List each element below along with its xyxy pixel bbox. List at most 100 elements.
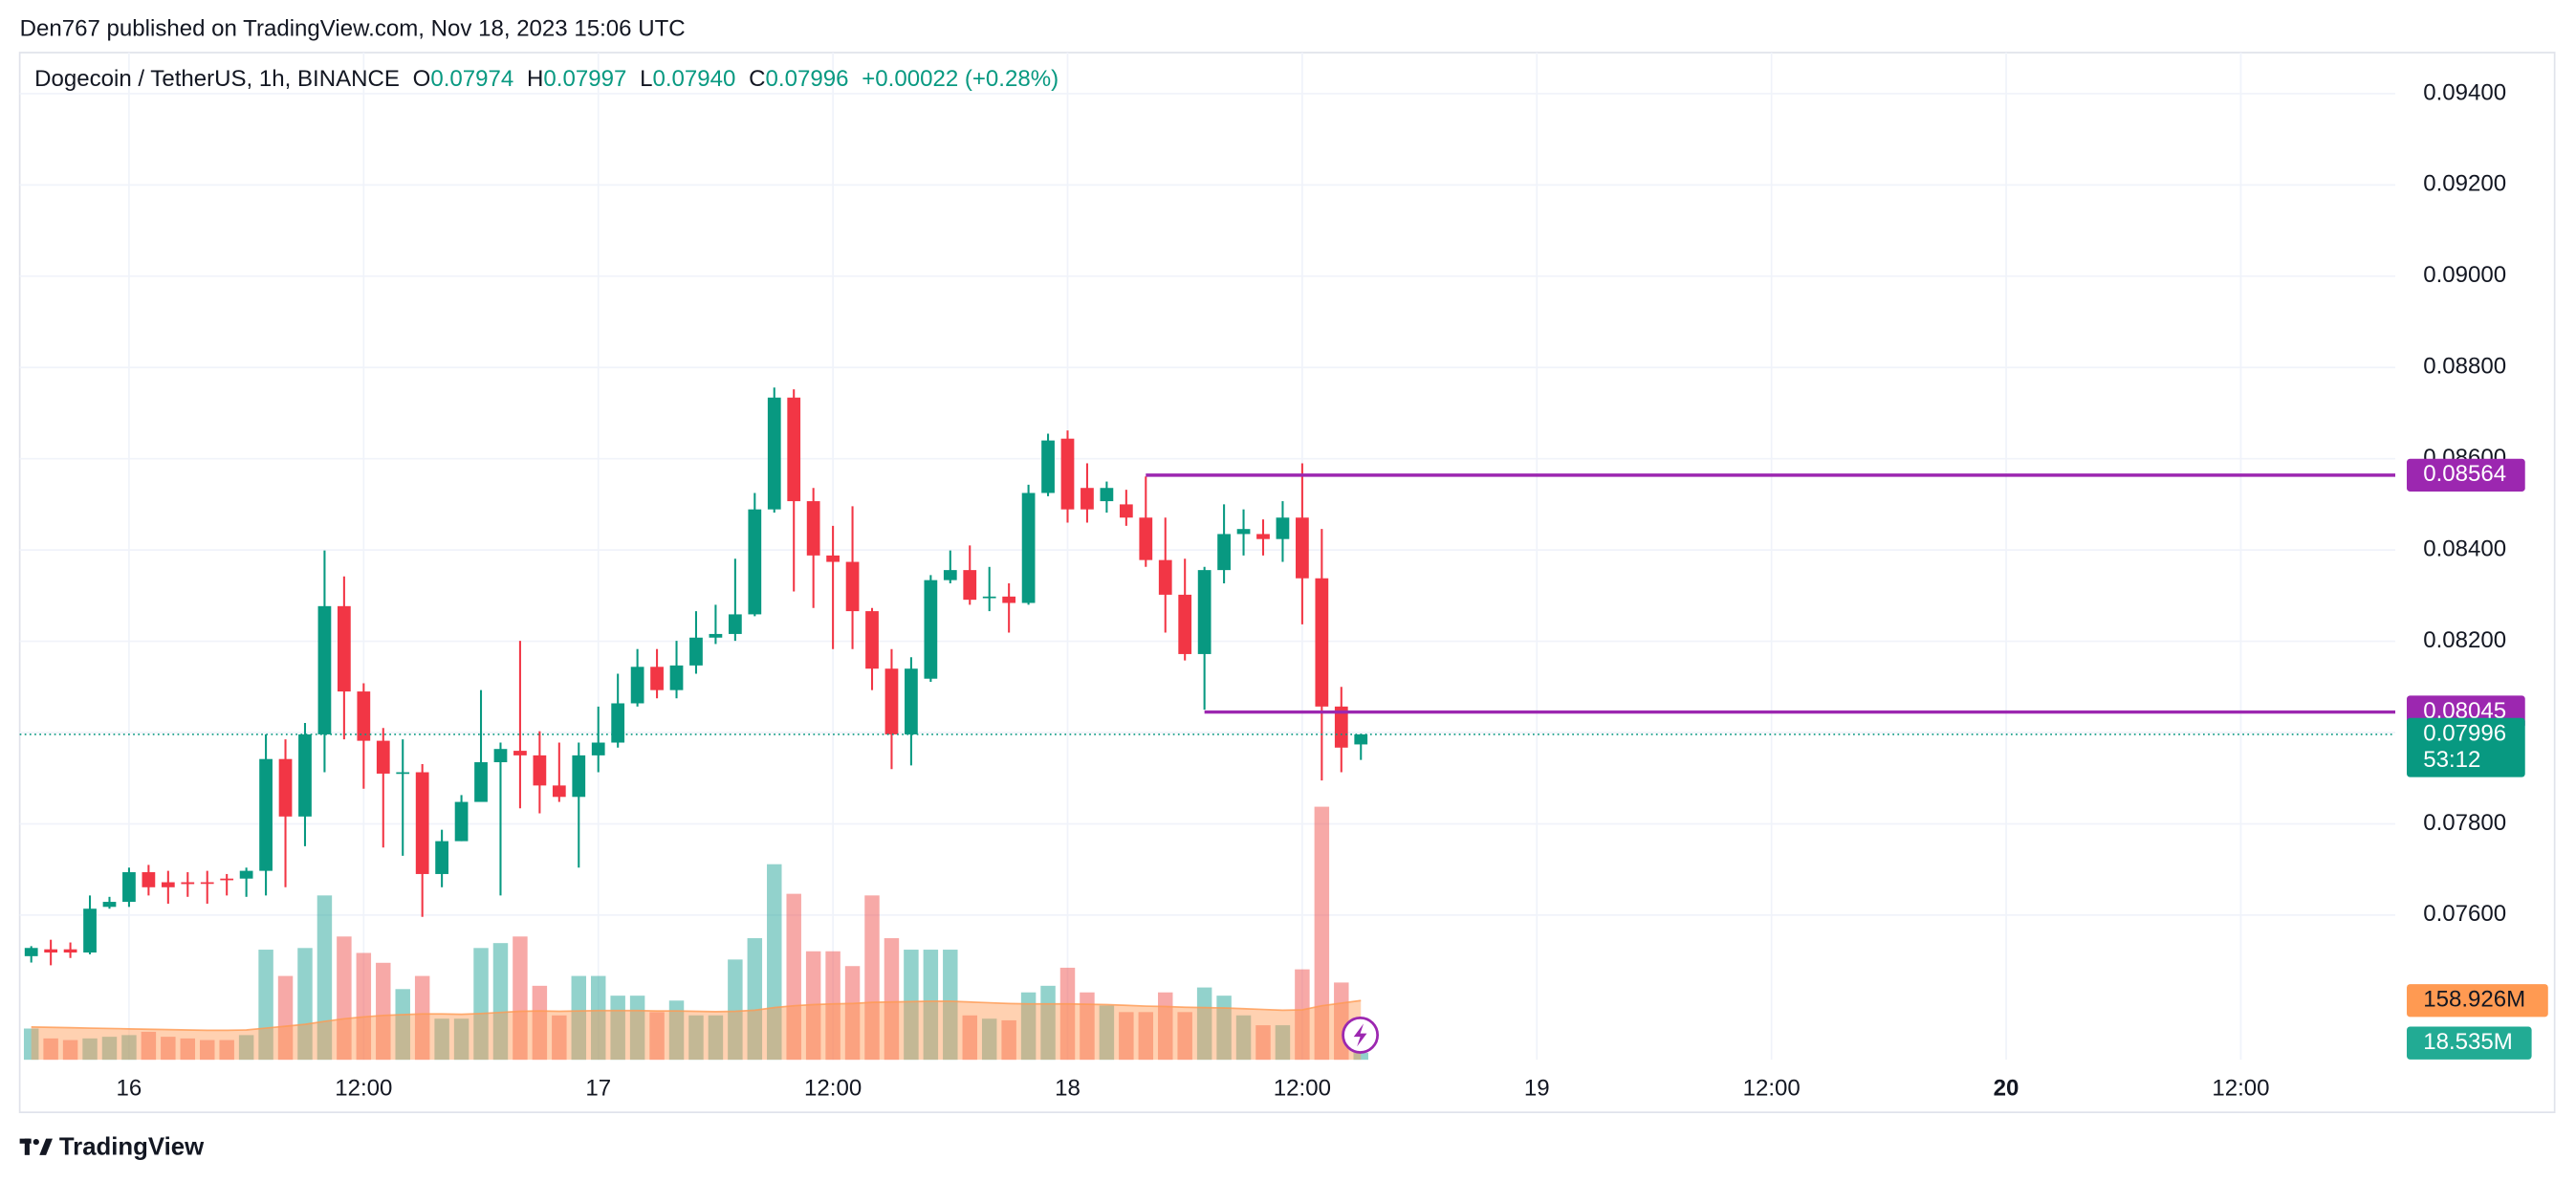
lightning-icon [1342, 1016, 1380, 1054]
logo-part [24, 1138, 30, 1155]
volume-bar [23, 1028, 39, 1061]
volume-bar [376, 962, 391, 1061]
candle-body [865, 611, 879, 669]
volume-bar [141, 1031, 157, 1061]
volume-bar [629, 996, 645, 1061]
volume-bar [708, 1015, 724, 1061]
candle-body [884, 668, 899, 734]
candle-body [24, 948, 38, 956]
candle-body [1100, 488, 1114, 502]
volume-bar [747, 938, 763, 1061]
candle-body [982, 596, 996, 599]
candle-body [1119, 504, 1133, 518]
volume-ma-line [31, 999, 1362, 1032]
candle-body [200, 882, 214, 885]
volume-label: 18.535M [2423, 1029, 2513, 1055]
y-tick-label: 0.07600 [2423, 901, 2506, 927]
candle-body [1139, 517, 1153, 560]
legend-value: 0.07996 [766, 67, 849, 93]
candle-body [259, 758, 273, 871]
volume-bar [688, 1015, 704, 1061]
candle-body [1354, 733, 1368, 745]
volume-bar [1119, 1012, 1134, 1061]
volume-bar [434, 1018, 449, 1061]
volume-bar [1314, 806, 1330, 1061]
candle-body [591, 742, 605, 755]
x-tick-label: 20 [1994, 1075, 2019, 1101]
volume-bar [277, 975, 294, 1061]
y-tick-label: 0.09200 [2423, 171, 2506, 197]
candle-layer [24, 387, 1368, 966]
volume-bar [1275, 1025, 1291, 1061]
volume-bar [473, 948, 489, 1061]
legend-value: 0.07940 [652, 67, 735, 93]
candle-body [1256, 534, 1270, 539]
volume-bar [1196, 987, 1212, 1061]
legend-title: Dogecoin / TetherUS, 1h, BINANCE [34, 67, 400, 93]
volume-bar [1177, 1012, 1192, 1061]
level-badge [2407, 458, 2525, 492]
candle-body [1041, 440, 1055, 493]
attribution: Den767 published on TradingView.com, Nov… [20, 15, 686, 41]
volume-bar [1235, 1015, 1252, 1061]
volume-bar [668, 1000, 685, 1061]
x-tick-label: 12:00 [1743, 1075, 1801, 1101]
legend-value: 0.07997 [543, 67, 626, 93]
volume-bar [884, 938, 900, 1061]
candle-body [905, 668, 918, 734]
volume-bar [1255, 1025, 1271, 1061]
candle-body [474, 762, 488, 802]
volume-bar [180, 1038, 196, 1061]
legend-change: +0.00022 (+0.28%) [862, 67, 1059, 93]
candle-body [1334, 706, 1348, 748]
volume-bar [981, 1018, 997, 1061]
candle-body [826, 555, 840, 562]
candle-body [924, 580, 938, 679]
volume-bar [728, 959, 743, 1061]
candle-body [1158, 559, 1172, 595]
candle-body [83, 908, 97, 953]
candle-body [630, 667, 644, 704]
candle-body [317, 605, 332, 734]
volume-layer [23, 806, 1368, 1061]
volume-bar [161, 1037, 176, 1061]
x-tick-label: 12:00 [804, 1075, 862, 1101]
candle-body [1315, 578, 1329, 707]
legend-key: O [413, 67, 431, 93]
candle-body [454, 801, 469, 842]
volume-bar [590, 975, 606, 1061]
candle-body [669, 665, 684, 690]
volume-bar [1353, 1052, 1368, 1061]
volume-bar [238, 1035, 254, 1061]
candle-body [1217, 534, 1231, 571]
volume-bar [786, 893, 801, 1061]
legend-value: 0.07974 [430, 67, 513, 93]
axis-layer: 0.076000.078000.080000.082000.084000.086… [117, 79, 2548, 1101]
candle-body [1197, 570, 1212, 654]
x-tick-label: 12:00 [1274, 1075, 1331, 1101]
volume-bar [356, 952, 372, 1061]
candle-body [963, 570, 977, 601]
volume-bar [1020, 992, 1037, 1061]
volume-bar [571, 975, 587, 1061]
logo-part [39, 1138, 53, 1155]
volume-bar [923, 950, 939, 1061]
volume-bar [1080, 992, 1095, 1061]
candle-body [1178, 594, 1192, 654]
candle-body [396, 772, 410, 775]
grid [19, 52, 2395, 1061]
candle-body [44, 949, 58, 953]
volume-bar [1099, 1005, 1115, 1061]
candle-body [650, 667, 664, 690]
candle-body [415, 772, 429, 874]
volume-bar [297, 948, 313, 1061]
chart-frame [18, 52, 2556, 1114]
volume-bar [825, 951, 840, 1061]
y-tick-label: 0.08200 [2423, 627, 2506, 653]
volume-bar [1158, 992, 1173, 1061]
candle-body [513, 751, 527, 755]
candle-body [122, 872, 136, 903]
volume-ma-label: 158.926M [2423, 987, 2525, 1013]
volume-bar [649, 1012, 665, 1061]
